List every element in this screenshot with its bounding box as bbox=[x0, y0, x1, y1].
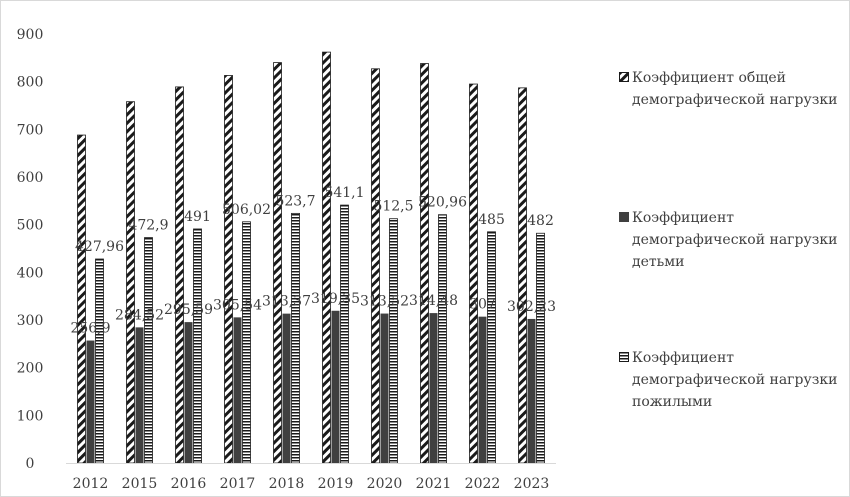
legend-label-total: Коэффициент общей демографической нагруз… bbox=[632, 70, 838, 108]
data-label-series-3: 472,9 bbox=[128, 218, 168, 234]
legend-item-children: Коэффициент демографической нагрузки дет… bbox=[619, 207, 849, 273]
y-tick-label: 100 bbox=[17, 408, 44, 424]
bar-series-3 bbox=[340, 204, 349, 464]
x-tick-label: 2023 bbox=[514, 476, 550, 492]
x-tick-label: 2016 bbox=[171, 476, 207, 492]
y-tick-label: 900 bbox=[17, 27, 44, 43]
data-label-series-3: 485 bbox=[478, 212, 505, 228]
y-tick-label: 300 bbox=[17, 313, 44, 329]
data-label-series-2: 307 bbox=[469, 297, 496, 313]
bar-series-3 bbox=[389, 218, 398, 464]
bar-series-1 bbox=[469, 83, 478, 464]
data-label-series-2: 313,52 bbox=[360, 294, 409, 310]
x-tick-label: 2018 bbox=[269, 476, 305, 492]
y-tick-label: 600 bbox=[17, 170, 44, 186]
bar-series-2 bbox=[184, 322, 193, 463]
bar-series-2 bbox=[527, 318, 536, 463]
bars bbox=[77, 51, 545, 464]
data-label-series-2: 314,48 bbox=[409, 293, 458, 309]
legend-swatch-horizontal bbox=[619, 352, 629, 362]
x-tick-label: 2019 bbox=[318, 476, 354, 492]
bar-series-1 bbox=[518, 87, 527, 464]
x-axis: 2012 2015 2016 2017 2018 2019 2020 2021 2022 2023 bbox=[66, 463, 556, 492]
y-tick-label: 0 bbox=[26, 456, 35, 472]
data-label-series-3: 523,7 bbox=[275, 193, 315, 209]
x-tick-label: 2021 bbox=[416, 476, 452, 492]
bar-series-2 bbox=[233, 317, 242, 463]
data-label-series-3: 482 bbox=[527, 213, 554, 229]
data-label-series-2: 256,9 bbox=[70, 321, 110, 337]
bar-series-1 bbox=[126, 101, 135, 464]
x-tick-label: 2015 bbox=[122, 476, 158, 492]
bar-series-3 bbox=[438, 214, 447, 464]
data-label-series-3: 512,5 bbox=[373, 199, 413, 215]
y-tick-label: 800 bbox=[17, 75, 44, 91]
data-label-series-2: 319,35 bbox=[311, 291, 360, 307]
y-tick-label: 200 bbox=[17, 361, 44, 377]
y-tick-label: 400 bbox=[17, 265, 44, 281]
data-label-series-3: 427,96 bbox=[75, 239, 124, 255]
data-label-series-3: 541,1 bbox=[324, 185, 364, 201]
data-label-series-2: 295,59 bbox=[164, 302, 213, 318]
y-axis: 0 100 200 300 400 500 600 700 800 900 bbox=[17, 27, 44, 472]
bar-series-3 bbox=[536, 232, 545, 464]
bar-series-2 bbox=[429, 313, 438, 463]
bar-series-2 bbox=[86, 340, 95, 463]
legend-label-elderly: Коэффициент демографической нагрузки пож… bbox=[632, 350, 838, 410]
data-label-series-2: 313,37 bbox=[262, 294, 311, 310]
bar-series-3 bbox=[95, 258, 104, 464]
bar-series-2 bbox=[478, 316, 487, 463]
bar-series-1 bbox=[175, 86, 184, 464]
data-labels: 256,9 284,52 295,59 305,54 313,37 319,35 313,5… bbox=[70, 185, 556, 336]
x-tick-label: 2022 bbox=[465, 476, 501, 492]
data-label-series-3: 506,02 bbox=[222, 202, 271, 218]
data-label-series-3: 520,96 bbox=[418, 195, 467, 211]
legend-label-children: Коэффициент демографической нагрузки дет… bbox=[632, 210, 838, 270]
bar-series-1 bbox=[420, 63, 429, 464]
bar-series-3 bbox=[193, 228, 202, 464]
bar-series-2 bbox=[331, 310, 340, 463]
x-tick-label: 2012 bbox=[73, 476, 109, 492]
bar-series-1 bbox=[322, 51, 331, 464]
bar-series-1 bbox=[371, 68, 380, 464]
bar-series-2 bbox=[135, 327, 144, 463]
legend-item-elderly: Коэффициент демографической нагрузки пож… bbox=[619, 347, 849, 413]
bar-series-2 bbox=[282, 313, 291, 463]
x-tick-label: 2017 bbox=[220, 476, 256, 492]
bar-series-1 bbox=[77, 134, 86, 464]
bar-series-3 bbox=[487, 231, 496, 464]
bar-series-1 bbox=[224, 75, 233, 464]
legend-item-total: Коэффициент общей демографической нагруз… bbox=[619, 67, 849, 111]
bar-series-2 bbox=[380, 313, 389, 463]
legend-swatch-diagonal bbox=[619, 72, 629, 82]
x-tick-label: 2020 bbox=[367, 476, 403, 492]
data-label-series-2: 284,52 bbox=[115, 307, 164, 323]
bar-series-3 bbox=[291, 212, 300, 464]
data-label-series-2: 302,23 bbox=[507, 299, 556, 315]
data-label-series-3: 491 bbox=[184, 209, 211, 225]
bar-series-3 bbox=[144, 237, 153, 464]
y-tick-label: 700 bbox=[17, 122, 44, 138]
data-label-series-2: 305,54 bbox=[213, 297, 262, 313]
legend-swatch-solid bbox=[619, 212, 629, 222]
y-tick-label: 500 bbox=[17, 218, 44, 234]
bar-series-1 bbox=[273, 62, 282, 464]
bar-series-3 bbox=[242, 221, 251, 464]
